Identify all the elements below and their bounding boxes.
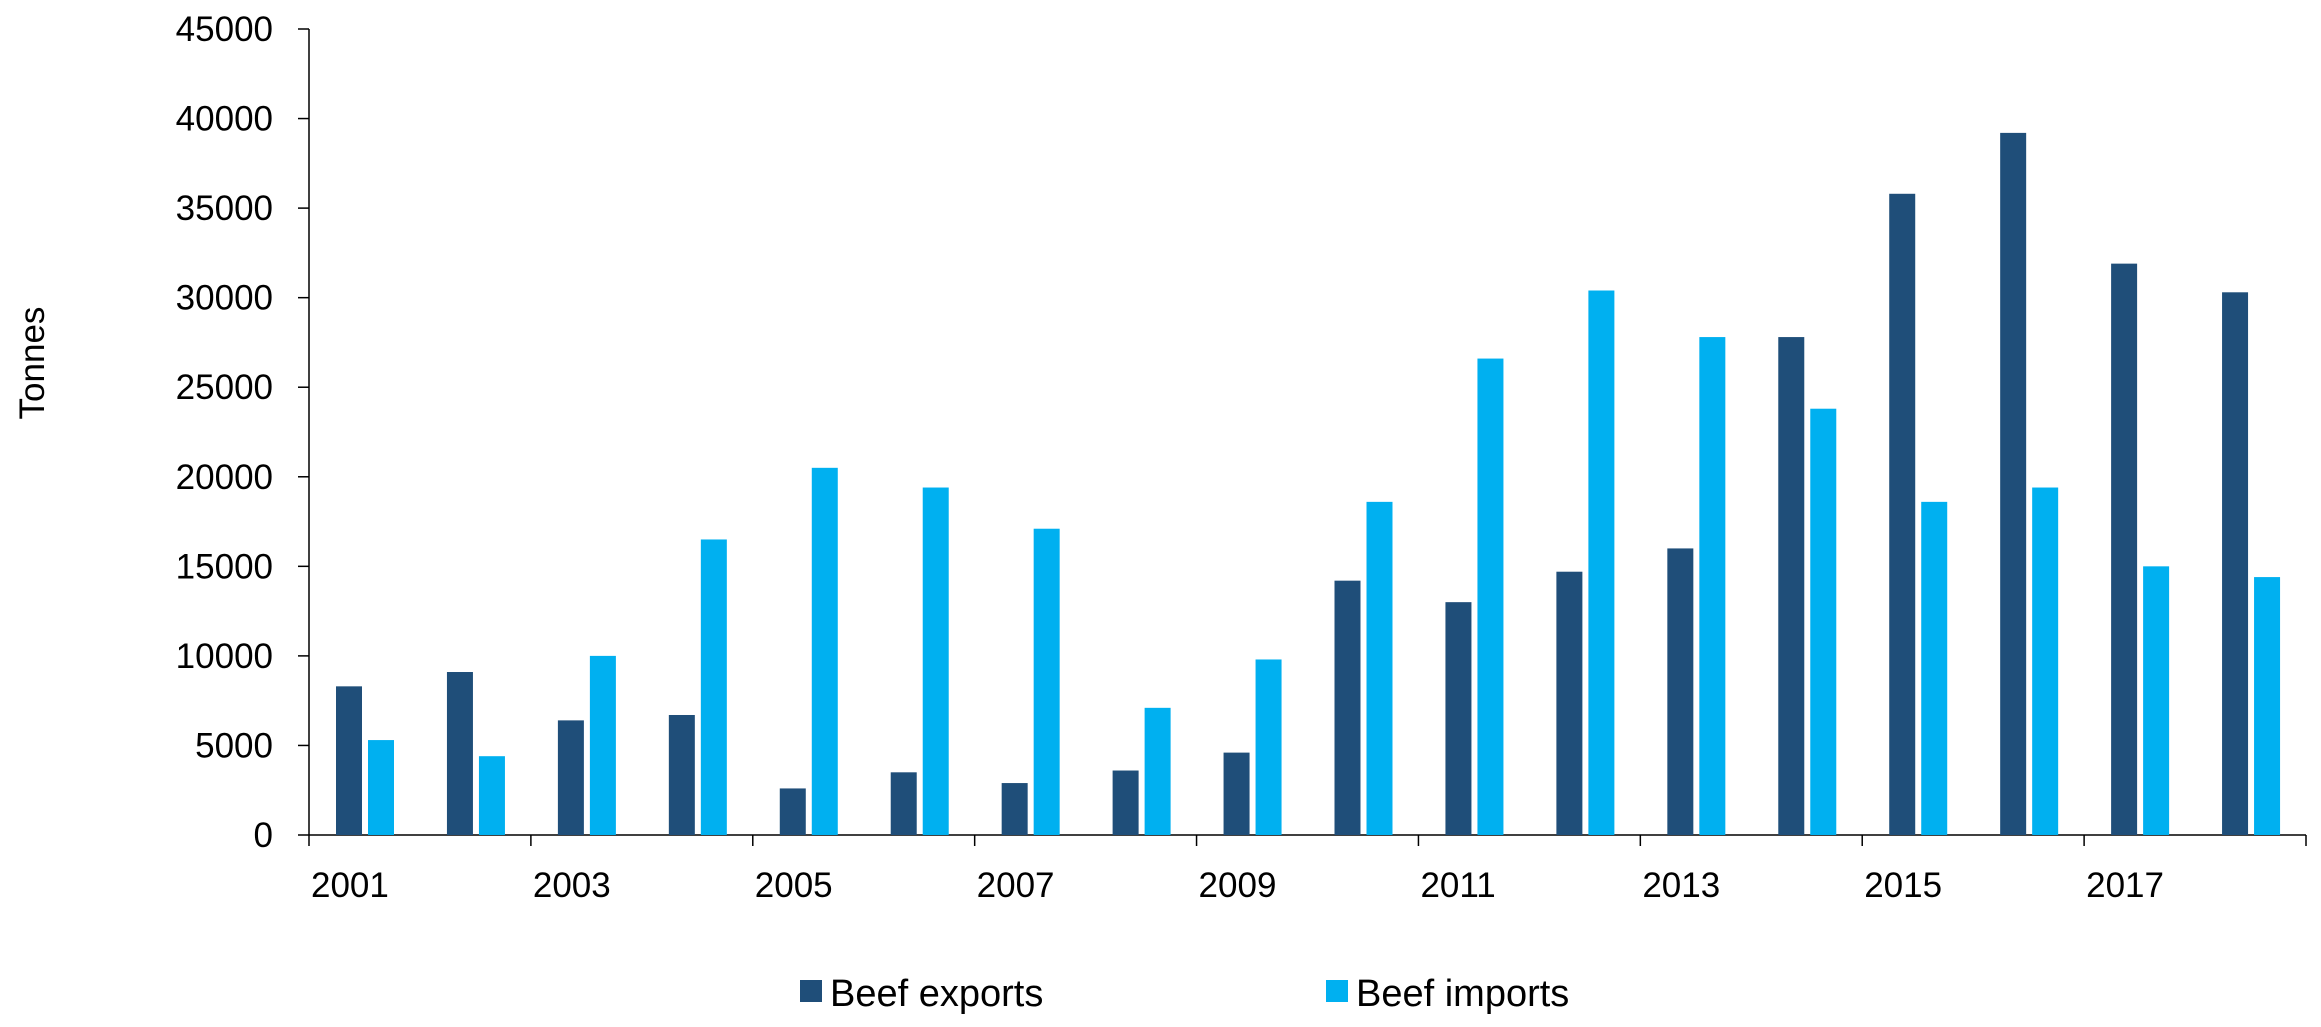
bar-beef-exports-2010 — [1334, 580, 1361, 835]
bar-beef-exports-2011 — [1445, 602, 1472, 835]
x-tick-label: 2001 — [311, 866, 389, 905]
bar-beef-exports-2009 — [1223, 752, 1250, 835]
bar-beef-exports-2004 — [668, 714, 695, 835]
x-tick-label: 2007 — [977, 866, 1055, 905]
bar-beef-imports-2001 — [368, 740, 394, 835]
x-tick-label: 2005 — [755, 866, 833, 905]
bars — [336, 132, 2281, 836]
bar-beef-imports-2009 — [1255, 659, 1282, 835]
bar-beef-exports-2002 — [446, 672, 473, 835]
y-tick-label: 25000 — [176, 368, 273, 407]
bar-beef-exports-2005 — [779, 788, 806, 835]
legend-label-beef-imports: Beef imports — [1356, 973, 1569, 1015]
bar-beef-exports-2001 — [336, 686, 362, 835]
y-tick-label: 45000 — [176, 10, 273, 49]
y-tick-label: 35000 — [176, 189, 273, 228]
x-tick-label: 2009 — [1199, 866, 1277, 905]
bar-beef-imports-2018 — [2254, 577, 2281, 835]
bar-beef-exports-2007 — [1001, 783, 1028, 835]
x-tick-label: 2003 — [533, 866, 611, 905]
y-tick-label: 0 — [254, 816, 273, 855]
bar-beef-imports-2005 — [811, 467, 838, 835]
x-tick-label: 2015 — [1864, 866, 1942, 905]
legend-swatch-beef-exports — [800, 980, 822, 1002]
y-axis-title: Tonnes — [13, 307, 52, 420]
bar-beef-imports-2014 — [1810, 408, 1837, 835]
x-tick-label: 2017 — [2086, 866, 2164, 905]
bar-beef-imports-2008 — [1144, 707, 1171, 835]
x-axis: 2001 2003 2005 2007 2009 2011 2013 2015 2017 — [308, 834, 2307, 905]
y-axis: 0 5000 10000 15000 20000 25000 30000 35000 40000… — [176, 10, 310, 855]
bar-beef-imports-2004 — [700, 539, 727, 835]
bar-beef-exports-2015 — [1889, 193, 1916, 835]
legend-swatch-beef-imports — [1326, 980, 1348, 1002]
y-tick-label: 10000 — [176, 637, 273, 676]
legend: Beef exports Beef imports — [800, 973, 1569, 1015]
bar-beef-imports-2011 — [1477, 358, 1504, 835]
x-tick-label: 2013 — [1642, 866, 1720, 905]
bar-beef-exports-2017 — [2111, 263, 2138, 835]
y-tick-label: 15000 — [176, 547, 273, 586]
bar-beef-imports-2013 — [1699, 337, 1726, 835]
bar-beef-exports-2014 — [1778, 337, 1805, 835]
bar-beef-exports-2008 — [1112, 770, 1139, 835]
bar-beef-exports-2003 — [557, 720, 584, 835]
bar-beef-exports-2012 — [1556, 571, 1583, 835]
bar-beef-imports-2003 — [589, 655, 616, 835]
bar-beef-imports-2017 — [2143, 566, 2170, 835]
y-tick-label: 30000 — [176, 279, 273, 318]
bar-beef-imports-2006 — [922, 487, 949, 835]
bar-beef-exports-2016 — [2000, 132, 2027, 835]
legend-label-beef-exports: Beef exports — [830, 973, 1043, 1015]
bar-beef-imports-2012 — [1588, 290, 1615, 836]
bar-beef-imports-2002 — [478, 756, 505, 835]
bar-beef-exports-2013 — [1667, 548, 1694, 835]
bar-beef-exports-2018 — [2222, 292, 2249, 835]
x-tick-label: 2011 — [1420, 866, 1495, 905]
bar-beef-imports-2007 — [1033, 528, 1060, 835]
y-tick-label: 5000 — [195, 726, 273, 765]
bar-beef-imports-2015 — [1921, 501, 1948, 835]
bar-beef-exports-2006 — [890, 772, 917, 835]
y-tick-label: 20000 — [176, 458, 273, 497]
bar-beef-imports-2016 — [2032, 487, 2059, 835]
bar-beef-imports-2010 — [1366, 501, 1393, 835]
y-tick-label: 40000 — [176, 100, 273, 139]
